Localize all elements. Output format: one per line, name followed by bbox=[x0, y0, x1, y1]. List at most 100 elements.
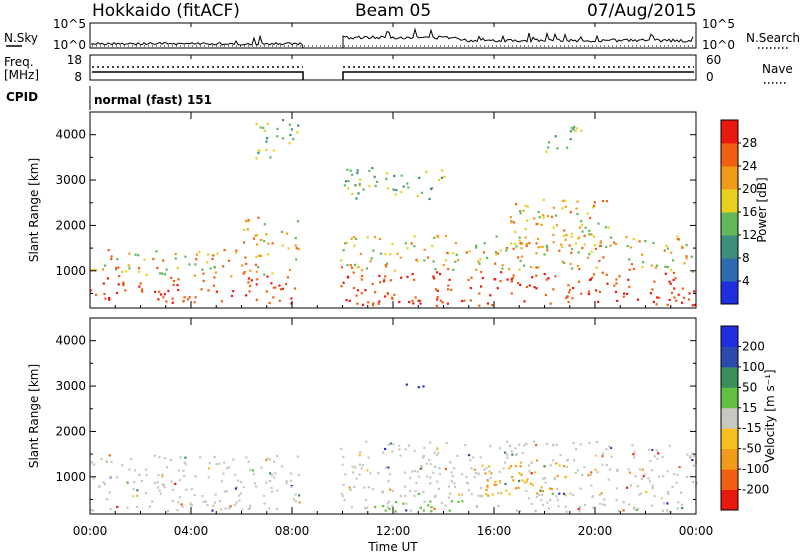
power-echo-cell bbox=[604, 226, 607, 229]
power-echo-cell bbox=[198, 251, 201, 254]
velocity-echo-cell bbox=[477, 494, 480, 497]
power-echo-cell bbox=[215, 290, 218, 293]
velocity-echo-cell bbox=[556, 487, 559, 490]
power-echo-cell bbox=[518, 268, 521, 271]
power-echo-cell bbox=[230, 275, 233, 278]
power-echo-cell bbox=[483, 242, 486, 245]
power-echo-cell bbox=[243, 241, 246, 244]
power-echo-cell bbox=[537, 266, 540, 269]
velocity-ylabel: Slant Range [km] bbox=[27, 364, 41, 468]
power-echo-cell bbox=[92, 268, 95, 271]
velocity-echo-cell bbox=[252, 473, 255, 476]
velocity-echo-cell bbox=[540, 486, 543, 489]
power-echo-cell bbox=[346, 263, 349, 267]
x-tick-label: 08:00 bbox=[275, 524, 310, 538]
nave-tick-bottom: 0 bbox=[706, 70, 714, 84]
power-echo-cell bbox=[161, 272, 164, 275]
power-echo-cell bbox=[288, 142, 291, 145]
power-echo-cell bbox=[286, 232, 289, 235]
power-echo-cell bbox=[263, 129, 266, 132]
power-echo-cell bbox=[374, 184, 377, 187]
velocity-echo-cell bbox=[506, 440, 509, 443]
power-echo-cell bbox=[281, 287, 284, 290]
power-echo-cell bbox=[254, 263, 257, 266]
velocity-echo-cell bbox=[569, 492, 572, 495]
power-echo-cell bbox=[408, 300, 411, 304]
power-echo-cell bbox=[289, 133, 292, 137]
power-colorbar-swatch bbox=[721, 166, 738, 190]
power-echo-cell bbox=[580, 223, 584, 226]
power-echo-cell bbox=[568, 288, 572, 291]
velocity-echo-cell bbox=[576, 469, 579, 472]
velocity-echo-cell bbox=[171, 500, 174, 503]
power-echo-cell bbox=[688, 292, 691, 295]
power-echo-cell bbox=[346, 276, 349, 279]
power-echo-cell bbox=[666, 303, 669, 306]
power-echo-cell bbox=[650, 264, 653, 267]
power-echo-cell bbox=[570, 248, 574, 251]
y-tick-label: 2000 bbox=[55, 218, 86, 232]
power-echo-cell bbox=[265, 290, 268, 293]
power-echo-cell bbox=[258, 254, 261, 257]
power-echo-cell bbox=[267, 242, 270, 245]
velocity-echo-cell bbox=[645, 491, 648, 494]
velocity-echo-cell bbox=[92, 477, 95, 480]
velocity-echo-cell bbox=[565, 465, 568, 468]
power-echo-cell bbox=[556, 147, 559, 150]
power-echo-cell bbox=[566, 146, 569, 149]
velocity-echo-cell bbox=[530, 472, 533, 475]
power-echo-cell bbox=[592, 235, 596, 238]
power-echo-cell bbox=[257, 216, 260, 219]
velocity-data-gap bbox=[304, 319, 339, 513]
velocity-echo-cell bbox=[564, 476, 567, 479]
velocity-echo-cell bbox=[685, 475, 689, 479]
power-echo-cell bbox=[574, 242, 577, 245]
velocity-echo-cell bbox=[608, 445, 611, 448]
velocity-echo-cell bbox=[387, 466, 390, 469]
velocity-echo-cell bbox=[352, 471, 355, 474]
power-echo-cell bbox=[272, 149, 275, 152]
power-echo-cell bbox=[562, 234, 565, 237]
velocity-echo-cell bbox=[103, 483, 106, 486]
power-echo-cell bbox=[614, 242, 618, 246]
power-echo-cell bbox=[443, 175, 446, 178]
velocity-colorbar-tick-label: 15 bbox=[742, 401, 757, 415]
power-echo-cell bbox=[436, 298, 439, 301]
velocity-echo-cell bbox=[565, 510, 568, 513]
cpid-mode: normal (fast) 151 bbox=[94, 93, 212, 107]
power-echo-cell bbox=[675, 299, 678, 302]
velocity-echo-cell bbox=[550, 487, 553, 491]
velocity-echo-cell bbox=[140, 479, 143, 483]
time-x-axis: 00:00 04:00 08:00 12:00 16:00 20:00 00:00 bbox=[73, 23, 713, 538]
power-echo-cell bbox=[576, 200, 579, 203]
power-echo-cell bbox=[378, 300, 381, 303]
velocity-echo-cell bbox=[557, 505, 560, 508]
power-echo-cell bbox=[510, 242, 513, 245]
power-echo-cell bbox=[570, 126, 573, 130]
power-echo-cell bbox=[687, 298, 690, 301]
velocity-echo-cell bbox=[528, 464, 531, 467]
power-echo-cell bbox=[370, 257, 373, 260]
power-echo-cell bbox=[685, 257, 688, 260]
power-echo-cell bbox=[584, 226, 587, 229]
velocity-echo-cell bbox=[647, 477, 650, 480]
power-echo-cell bbox=[163, 293, 166, 296]
velocity-echo-cell bbox=[422, 509, 425, 512]
velocity-echo-cell bbox=[407, 444, 411, 447]
velocity-echo-cell bbox=[384, 466, 387, 469]
power-echo-cell bbox=[292, 137, 295, 141]
velocity-echo-cell bbox=[591, 506, 595, 509]
power-echo-cell bbox=[677, 238, 680, 241]
velocity-echo-cell bbox=[171, 488, 174, 491]
power-echo-cell bbox=[411, 299, 414, 302]
power-echo-cell bbox=[625, 236, 628, 239]
power-echo-cell bbox=[90, 289, 93, 292]
power-echo-cell bbox=[271, 272, 274, 275]
velocity-echo-cell bbox=[609, 468, 612, 471]
power-echo-cell bbox=[406, 275, 409, 278]
power-echo-cell bbox=[356, 171, 359, 175]
power-echo-cell bbox=[592, 273, 595, 276]
power-echo-cell bbox=[586, 212, 589, 215]
power-echo-cell bbox=[574, 130, 577, 133]
power-echo-cell bbox=[552, 241, 555, 244]
